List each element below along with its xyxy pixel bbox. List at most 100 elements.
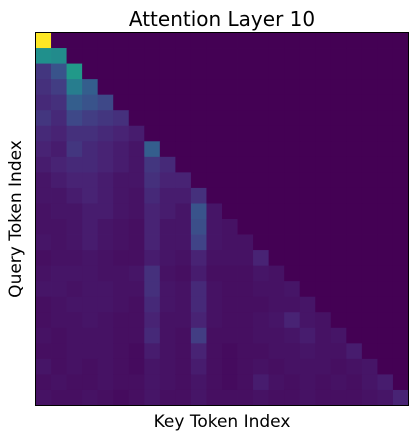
heatmap-cell-r13-c17 xyxy=(300,235,316,251)
heatmap-cell-r12-c22 xyxy=(377,219,393,235)
heatmap-cell-r22-c16 xyxy=(284,374,300,390)
heatmap-cell-r2-c10 xyxy=(191,64,207,80)
heatmap-cell-r15-c6 xyxy=(129,266,145,282)
heatmap-cell-r4-c16 xyxy=(284,95,300,111)
heatmap-cell-r3-c9 xyxy=(175,79,191,95)
heatmap-cell-r14-c19 xyxy=(331,250,347,266)
heatmap-cell-r2-c6 xyxy=(129,64,145,80)
heatmap-cell-r11-c1 xyxy=(51,203,67,219)
heatmap-cell-r9-c2 xyxy=(67,172,83,188)
heatmap-cell-r23-c9 xyxy=(175,390,191,406)
x-axis-label: Key Token Index xyxy=(154,412,291,432)
heatmap-cell-r6-c8 xyxy=(160,126,176,142)
heatmap-cell-r1-c3 xyxy=(82,48,98,64)
heatmap-cell-r8-c3 xyxy=(82,157,98,173)
heatmap-cell-r11-c11 xyxy=(206,203,222,219)
heatmap-cell-r9-c8 xyxy=(160,172,176,188)
heatmap-cell-r19-c13 xyxy=(238,328,254,344)
heatmap-cell-r22-c13 xyxy=(238,374,254,390)
heatmap-cell-r2-c9 xyxy=(175,64,191,80)
heatmap-cell-r14-c17 xyxy=(300,250,316,266)
heatmap-cell-r12-c14 xyxy=(253,219,269,235)
heatmap-cell-r15-c5 xyxy=(113,266,129,282)
heatmap-cell-r7-c10 xyxy=(191,141,207,157)
heatmap-cell-r0-c6 xyxy=(129,33,145,49)
heatmap-cell-r3-c20 xyxy=(346,79,362,95)
heatmap-cell-r18-c1 xyxy=(51,312,67,328)
heatmap-cell-r12-c2 xyxy=(67,219,83,235)
heatmap-cell-r18-c7 xyxy=(144,312,160,328)
heatmap-cell-r20-c15 xyxy=(269,343,285,359)
heatmap-cell-r7-c18 xyxy=(315,141,331,157)
heatmap-cell-r13-c13 xyxy=(238,235,254,251)
heatmap-cell-r0-c8 xyxy=(160,33,176,49)
heatmap-cell-r2-c0 xyxy=(36,64,52,80)
heatmap-cell-r8-c8 xyxy=(160,157,176,173)
heatmap-cell-r13-c3 xyxy=(82,235,98,251)
heatmap-cell-r8-c14 xyxy=(253,157,269,173)
heatmap-cell-r20-c18 xyxy=(315,343,331,359)
heatmap-cell-r7-c13 xyxy=(238,141,254,157)
heatmap-cell-r14-c13 xyxy=(238,250,254,266)
heatmap-cell-r14-c4 xyxy=(98,250,114,266)
heatmap-cell-r16-c21 xyxy=(362,281,378,297)
heatmap-cell-r20-c19 xyxy=(331,343,347,359)
heatmap-cell-r1-c12 xyxy=(222,48,238,64)
heatmap-cell-r11-c4 xyxy=(98,203,114,219)
heatmap-cell-r6-c14 xyxy=(253,126,269,142)
heatmap-cell-r21-c11 xyxy=(206,359,222,375)
heatmap-cell-r15-c17 xyxy=(300,266,316,282)
heatmap-cell-r15-c3 xyxy=(82,266,98,282)
heatmap-cell-r6-c12 xyxy=(222,126,238,142)
heatmap-cell-r19-c19 xyxy=(331,328,347,344)
heatmap-cell-r0-c17 xyxy=(300,33,316,49)
heatmap-cell-r11-c3 xyxy=(82,203,98,219)
heatmap-cell-r7-c19 xyxy=(331,141,347,157)
heatmap-cell-r1-c6 xyxy=(129,48,145,64)
heatmap-cell-r7-c16 xyxy=(284,141,300,157)
heatmap-cell-r3-c5 xyxy=(113,79,129,95)
heatmap-cell-r5-c20 xyxy=(346,110,362,126)
heatmap-cell-r2-c12 xyxy=(222,64,238,80)
heatmap-cell-r8-c9 xyxy=(175,157,191,173)
heatmap-cell-r6-c10 xyxy=(191,126,207,142)
heatmap-cell-r7-c22 xyxy=(377,141,393,157)
heatmap-cell-r11-c19 xyxy=(331,203,347,219)
heatmap-cell-r4-c19 xyxy=(331,95,347,111)
heatmap-cell-r16-c13 xyxy=(238,281,254,297)
heatmap-cell-r0-c22 xyxy=(377,33,393,49)
heatmap-cell-r12-c9 xyxy=(175,219,191,235)
heatmap-cell-r21-c10 xyxy=(191,359,207,375)
heatmap-cell-r0-c20 xyxy=(346,33,362,49)
heatmap-cell-r1-c16 xyxy=(284,48,300,64)
heatmap-cell-r6-c16 xyxy=(284,126,300,142)
heatmap-cell-r12-c0 xyxy=(36,219,52,235)
heatmap-cell-r3-c19 xyxy=(331,79,347,95)
heatmap-cell-r13-c6 xyxy=(129,235,145,251)
heatmap-cell-r4-c8 xyxy=(160,95,176,111)
heatmap-cell-r19-c14 xyxy=(253,328,269,344)
heatmap-cell-r10-c22 xyxy=(377,188,393,204)
heatmap-cell-r18-c23 xyxy=(393,312,409,328)
heatmap-cell-r13-c4 xyxy=(98,235,114,251)
heatmap-cell-r9-c16 xyxy=(284,172,300,188)
heatmap-cell-r6-c1 xyxy=(51,126,67,142)
heatmap-cell-r3-c6 xyxy=(129,79,145,95)
heatmap-cell-r1-c23 xyxy=(393,48,409,64)
heatmap-cell-r0-c15 xyxy=(269,33,285,49)
heatmap-cell-r11-c23 xyxy=(393,203,409,219)
heatmap-cell-r8-c7 xyxy=(144,157,160,173)
heatmap-cell-r16-c0 xyxy=(36,281,52,297)
heatmap-cell-r16-c18 xyxy=(315,281,331,297)
heatmap-cell-r22-c17 xyxy=(300,374,316,390)
heatmap-cell-r3-c1 xyxy=(51,79,67,95)
heatmap-cell-r0-c16 xyxy=(284,33,300,49)
heatmap-cell-r23-c3 xyxy=(82,390,98,406)
heatmap-cell-r16-c9 xyxy=(175,281,191,297)
heatmap-cell-r11-c0 xyxy=(36,203,52,219)
heatmap-cell-r8-c4 xyxy=(98,157,114,173)
heatmap-cell-r12-c7 xyxy=(144,219,160,235)
heatmap-cell-r7-c9 xyxy=(175,141,191,157)
heatmap-cell-r12-c6 xyxy=(129,219,145,235)
heatmap-cell-r16-c1 xyxy=(51,281,67,297)
